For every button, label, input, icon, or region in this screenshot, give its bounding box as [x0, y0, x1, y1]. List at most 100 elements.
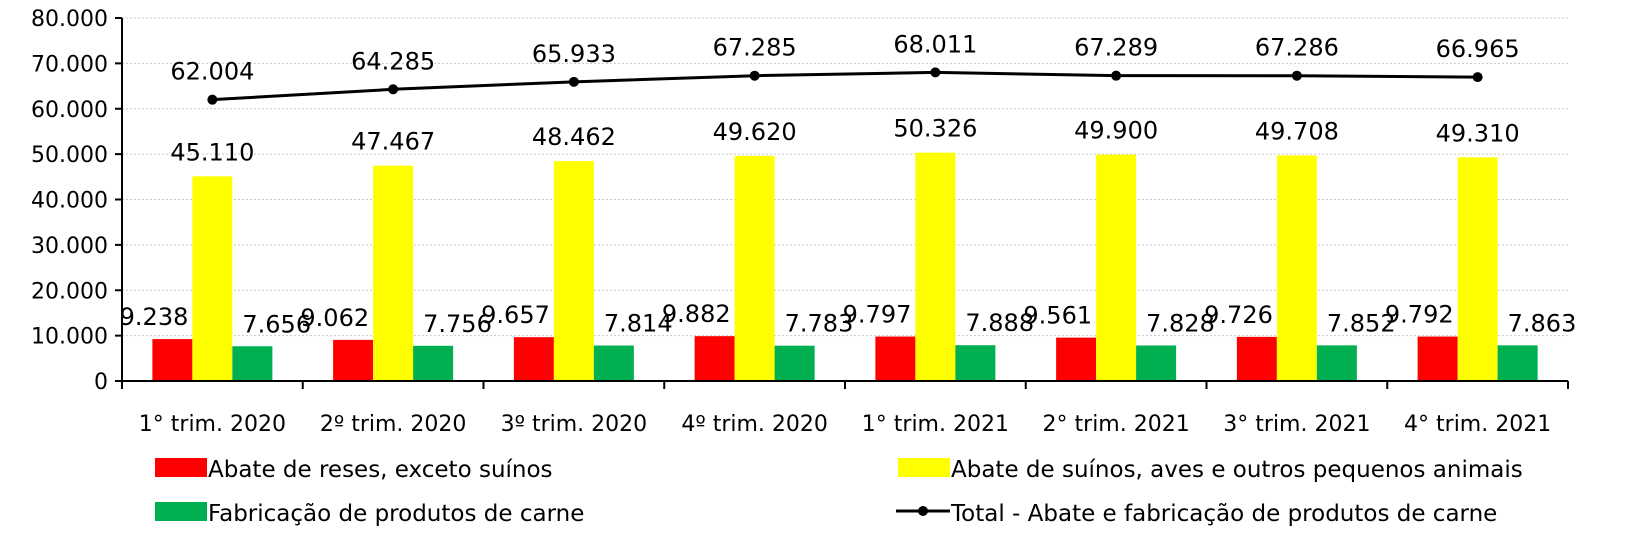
data-label: 49.620 — [713, 118, 797, 146]
x-tick-label: 2º trim. 2020 — [320, 412, 467, 437]
data-label: 9.561 — [1023, 302, 1092, 330]
legend: Abate de reses, exceto suínos Abate de su… — [155, 457, 1523, 527]
bar — [1497, 345, 1538, 381]
y-tick-label: 0 — [94, 370, 108, 395]
bar — [1316, 345, 1357, 381]
y-tick-label: 10.000 — [31, 325, 108, 350]
data-label: 7.814 — [604, 310, 673, 338]
bar — [1457, 157, 1498, 381]
bar — [734, 155, 775, 381]
data-label: 65.933 — [532, 40, 616, 68]
line-point — [568, 76, 579, 87]
legend-label: Fabricação de produtos de carne — [208, 501, 584, 527]
bar — [513, 337, 554, 381]
data-label: 49.708 — [1255, 117, 1339, 145]
data-label: 9.797 — [843, 301, 912, 329]
y-tick-label: 30.000 — [31, 234, 108, 259]
y-tick-label: 20.000 — [31, 279, 108, 304]
data-label: 9.882 — [662, 300, 731, 328]
gridlines — [122, 17, 1568, 337]
bar — [1236, 336, 1277, 381]
y-tick-label: 40.000 — [31, 189, 108, 214]
x-tick-label: 2° trim. 2021 — [1043, 412, 1190, 437]
data-label: 7.852 — [1327, 309, 1396, 337]
data-label: 67.286 — [1255, 34, 1339, 62]
legend-swatch — [155, 458, 207, 477]
bar — [152, 339, 193, 381]
legend-label: Abate de suínos, aves e outros pequenos … — [951, 457, 1523, 483]
bar — [1056, 337, 1097, 381]
bar — [694, 336, 735, 381]
y-tick-label: 70.000 — [31, 52, 108, 77]
bar — [1096, 154, 1137, 381]
line-point — [749, 70, 760, 81]
data-label: 7.863 — [1508, 309, 1577, 337]
data-label: 7.888 — [965, 309, 1034, 337]
line-point — [388, 84, 399, 95]
axes: 0 10.000 20.000 30.000 40.000 50.000 60.000 70.… — [31, 7, 1569, 437]
bar — [333, 339, 374, 381]
data-label: 7.656 — [242, 310, 311, 338]
legend-item: Fabricação de produtos de carne — [155, 501, 584, 527]
data-label: 48.462 — [532, 123, 616, 151]
data-label: 9.238 — [120, 303, 189, 331]
y-tick-label: 50.000 — [31, 143, 108, 168]
x-tick-label: 1° trim. 2020 — [139, 412, 286, 437]
x-tick-label: 4º trim. 2020 — [681, 412, 828, 437]
data-label: 9.062 — [300, 304, 369, 332]
data-label: 67.289 — [1074, 34, 1158, 62]
bar — [373, 165, 414, 381]
bar — [774, 345, 815, 381]
legend-marker — [918, 506, 928, 516]
data-labels: 62.004 64.285 65.933 67.285 68.011 67.289 67.2… — [120, 30, 1577, 338]
total-line-path — [212, 70, 1478, 102]
bar — [1417, 336, 1458, 381]
x-tick-label: 1° trim. 2021 — [862, 412, 1009, 437]
total-line — [207, 67, 1483, 105]
legend-item: Total - Abate e fabricação de produtos d… — [896, 501, 1497, 527]
data-label: 64.285 — [351, 47, 435, 75]
line-point — [207, 94, 218, 105]
x-tick-label: 3° trim. 2021 — [1223, 412, 1370, 437]
data-label: 9.792 — [1385, 301, 1454, 329]
x-tick-label: 3º trim. 2020 — [501, 412, 648, 437]
y-tick-label: 80.000 — [31, 7, 108, 32]
bar — [875, 336, 916, 381]
bar — [232, 346, 273, 381]
data-label: 45.110 — [170, 138, 254, 166]
data-label: 49.900 — [1074, 117, 1158, 145]
bars — [152, 152, 1538, 381]
line-point — [1111, 70, 1122, 81]
x-tick-label: 4° trim. 2021 — [1404, 412, 1551, 437]
legend-swatch — [155, 502, 207, 521]
bar — [413, 345, 454, 381]
y-tick-label: 60.000 — [31, 98, 108, 123]
bar — [915, 152, 956, 381]
line-point — [1472, 72, 1483, 83]
data-label: 66.965 — [1436, 35, 1520, 63]
data-label: 47.467 — [351, 128, 435, 156]
data-label: 67.285 — [713, 34, 797, 62]
line-point — [1291, 70, 1302, 81]
bar — [955, 345, 996, 381]
data-label: 62.004 — [170, 58, 254, 86]
data-label: 9.657 — [481, 301, 550, 329]
data-label: 7.756 — [423, 310, 492, 338]
data-label: 9.726 — [1204, 301, 1273, 329]
legend-label: Abate de reses, exceto suínos — [208, 457, 553, 483]
data-label: 7.783 — [785, 310, 854, 338]
bar — [593, 345, 634, 381]
legend-item: Abate de reses, exceto suínos — [155, 457, 553, 483]
data-label: 68.011 — [893, 30, 977, 58]
data-label: 7.828 — [1146, 309, 1215, 337]
bar — [192, 176, 233, 381]
legend-label: Total - Abate e fabricação de produtos d… — [950, 501, 1497, 527]
data-label: 50.326 — [893, 115, 977, 143]
bar — [1276, 155, 1317, 381]
bar — [553, 161, 594, 381]
line-point — [930, 67, 941, 78]
bar — [1136, 345, 1177, 381]
data-label: 49.310 — [1436, 119, 1520, 147]
legend-item: Abate de suínos, aves e outros pequenos … — [898, 457, 1523, 483]
